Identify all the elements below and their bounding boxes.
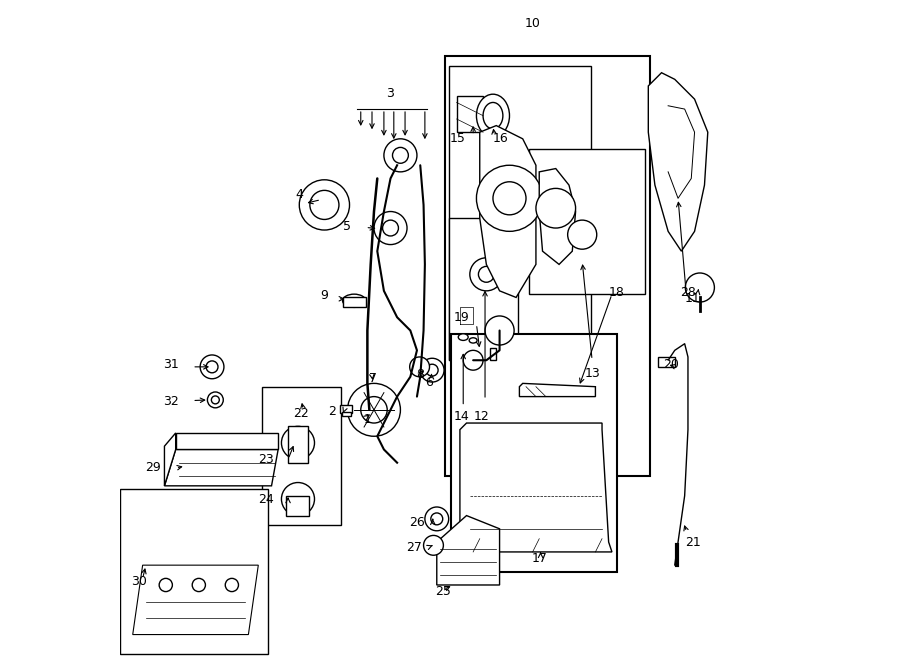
- Circle shape: [424, 535, 444, 555]
- Bar: [446, 56, 651, 476]
- Circle shape: [464, 350, 483, 370]
- Bar: [449, 66, 590, 360]
- Bar: [340, 405, 352, 413]
- Text: 16: 16: [493, 132, 508, 145]
- Text: 26: 26: [410, 516, 425, 529]
- Circle shape: [212, 396, 220, 404]
- Text: 32: 32: [163, 395, 179, 408]
- Circle shape: [382, 220, 399, 236]
- Circle shape: [282, 483, 314, 516]
- Text: 5: 5: [343, 219, 351, 233]
- Bar: [451, 334, 616, 572]
- Bar: [343, 297, 366, 307]
- Text: 21: 21: [685, 535, 701, 549]
- Circle shape: [431, 513, 443, 525]
- Bar: [529, 149, 645, 294]
- Polygon shape: [436, 516, 500, 585]
- Bar: [286, 496, 310, 516]
- Text: 17: 17: [531, 552, 547, 565]
- Circle shape: [310, 190, 339, 219]
- Text: 30: 30: [131, 575, 148, 588]
- Polygon shape: [165, 433, 176, 486]
- Text: 31: 31: [163, 358, 179, 371]
- Circle shape: [207, 392, 223, 408]
- Ellipse shape: [469, 338, 477, 343]
- Circle shape: [384, 139, 417, 172]
- Ellipse shape: [458, 334, 468, 340]
- Text: 22: 22: [293, 407, 310, 420]
- Circle shape: [347, 383, 400, 436]
- Text: 8: 8: [416, 368, 424, 381]
- Circle shape: [225, 578, 238, 592]
- Bar: [342, 412, 351, 416]
- Text: 2: 2: [328, 405, 337, 418]
- Circle shape: [159, 578, 173, 592]
- Circle shape: [536, 188, 576, 228]
- Circle shape: [425, 507, 449, 531]
- Ellipse shape: [483, 102, 503, 129]
- Circle shape: [479, 266, 494, 282]
- Text: 11: 11: [685, 292, 700, 305]
- Circle shape: [685, 273, 715, 302]
- Polygon shape: [648, 73, 707, 251]
- Text: 29: 29: [145, 461, 160, 475]
- Bar: [456, 96, 483, 132]
- Circle shape: [200, 355, 224, 379]
- Circle shape: [282, 426, 314, 459]
- Polygon shape: [165, 449, 278, 486]
- Circle shape: [392, 147, 409, 163]
- Text: 1: 1: [364, 413, 372, 426]
- Text: 18: 18: [608, 286, 625, 299]
- Polygon shape: [519, 383, 596, 397]
- Text: 7: 7: [369, 371, 377, 385]
- Bar: [449, 218, 518, 360]
- Circle shape: [206, 361, 218, 373]
- Text: 25: 25: [436, 585, 451, 598]
- Text: 28: 28: [680, 286, 696, 299]
- Bar: [120, 489, 268, 654]
- Text: 23: 23: [257, 453, 274, 466]
- Circle shape: [193, 578, 205, 592]
- Circle shape: [427, 364, 438, 376]
- Text: 3: 3: [387, 87, 394, 100]
- Bar: [490, 348, 496, 360]
- Circle shape: [374, 212, 407, 245]
- Text: 10: 10: [525, 17, 541, 30]
- Text: 15: 15: [450, 132, 466, 145]
- Polygon shape: [480, 126, 536, 297]
- Circle shape: [485, 316, 514, 345]
- Polygon shape: [176, 433, 278, 449]
- Text: 19: 19: [454, 311, 470, 324]
- Polygon shape: [539, 169, 576, 264]
- Bar: [658, 357, 675, 367]
- Text: 20: 20: [662, 358, 679, 371]
- Ellipse shape: [343, 294, 365, 307]
- Circle shape: [410, 357, 429, 377]
- Text: 13: 13: [584, 367, 600, 380]
- Ellipse shape: [476, 95, 509, 137]
- Polygon shape: [132, 565, 258, 635]
- Circle shape: [476, 165, 543, 231]
- Text: 9: 9: [320, 289, 328, 302]
- Text: 14: 14: [454, 410, 469, 423]
- Circle shape: [470, 258, 503, 291]
- Text: 12: 12: [474, 410, 490, 423]
- Text: 6: 6: [425, 375, 433, 389]
- Text: 27: 27: [407, 541, 422, 554]
- Circle shape: [420, 358, 444, 382]
- Circle shape: [290, 434, 307, 451]
- Bar: [262, 387, 341, 525]
- Polygon shape: [460, 423, 612, 552]
- Circle shape: [493, 182, 526, 215]
- Circle shape: [568, 220, 597, 249]
- Text: 24: 24: [257, 492, 274, 506]
- Text: 4: 4: [295, 188, 303, 202]
- Polygon shape: [288, 426, 308, 463]
- Circle shape: [300, 180, 349, 230]
- Circle shape: [361, 397, 387, 423]
